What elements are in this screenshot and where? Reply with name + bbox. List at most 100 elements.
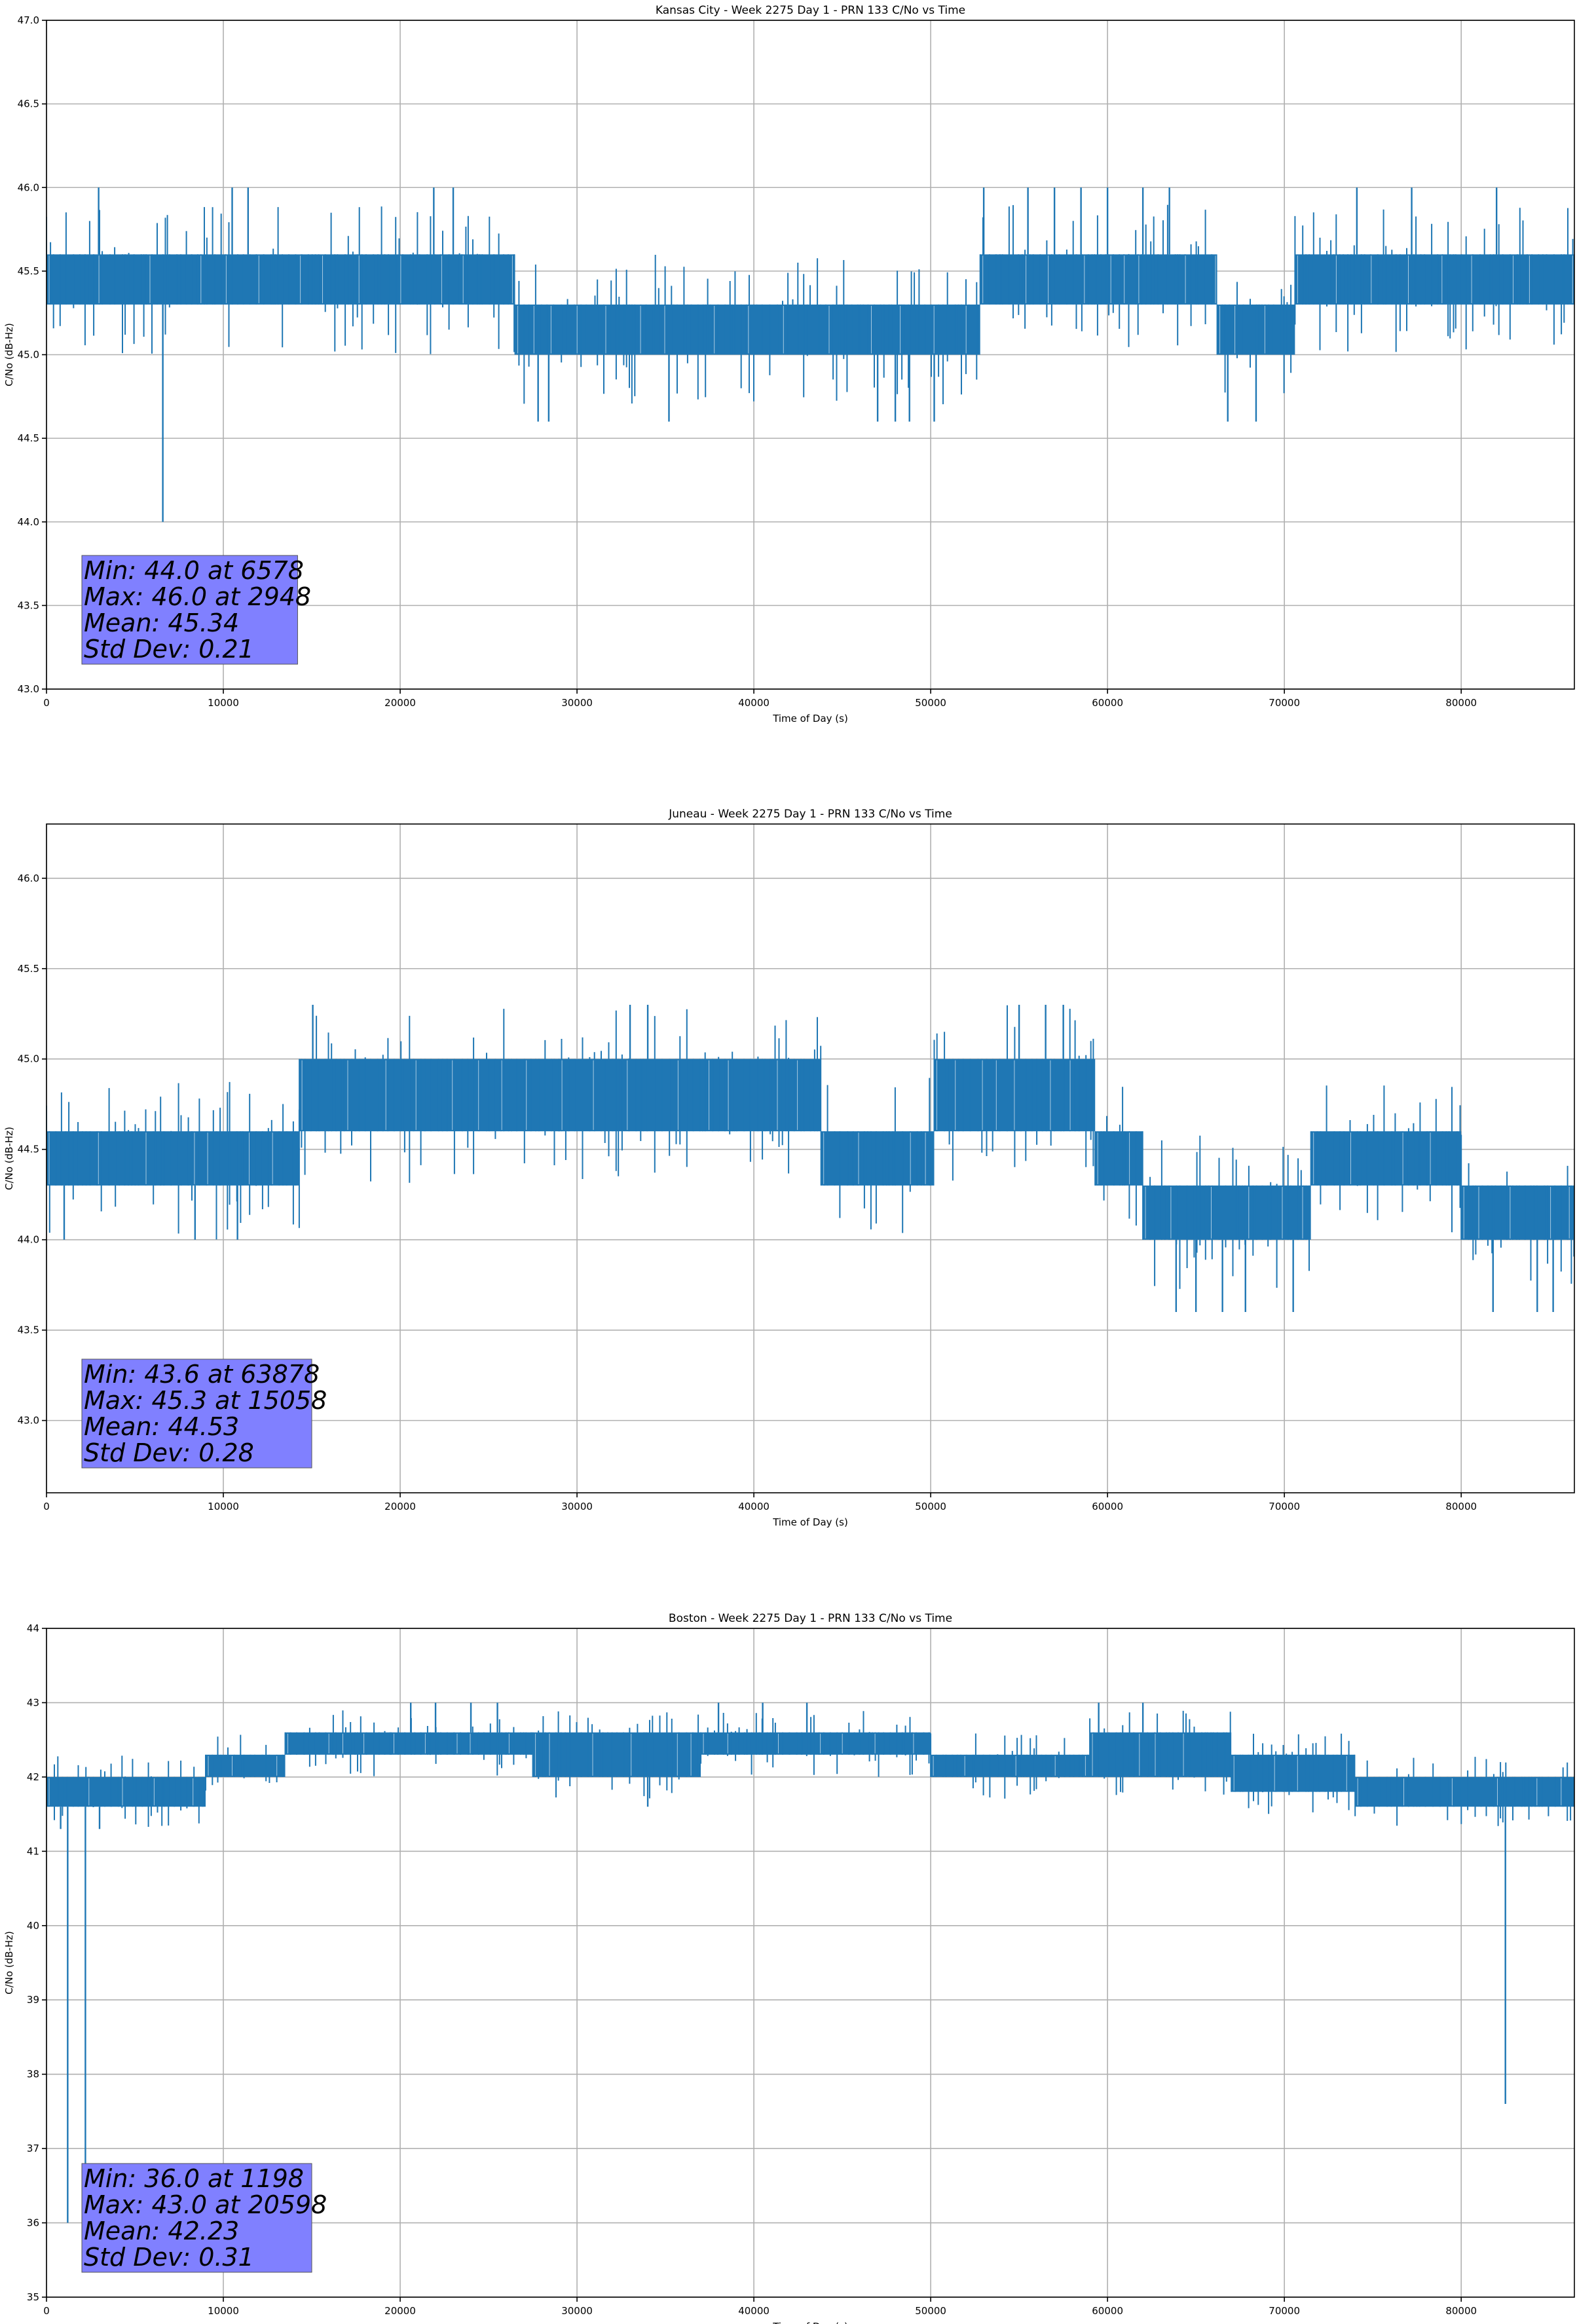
band-segment [46, 1776, 206, 1807]
y-tick-label: 43.5 [18, 599, 39, 611]
series-line [46, 1702, 1574, 2223]
x-tick-label: 60000 [1092, 1501, 1123, 1512]
band-gaps [301, 1060, 527, 1131]
y-tick-label: 46.5 [18, 98, 39, 110]
band-segment [1143, 1185, 1311, 1240]
band-gaps [1219, 305, 1265, 354]
x-tick-label: 60000 [1092, 697, 1123, 709]
noise-strokes [1354, 1757, 1574, 1826]
x-tick-label: 70000 [1269, 697, 1300, 709]
band-gaps [703, 1733, 914, 1753]
band-segment [1461, 1185, 1574, 1240]
noise-strokes [979, 204, 1213, 347]
noise-strokes [390, 1718, 532, 1776]
y-tick-label: 36 [27, 2217, 39, 2229]
chart-panel-3: 0 10000 20000 30000 40000 50000 60000 70000 8000… [3, 1612, 1575, 2324]
noise-strokes [532, 1711, 699, 1799]
x-tick-label: 40000 [738, 697, 770, 709]
y-tick-label: 43.0 [18, 1415, 39, 1427]
x-tick-label: 20000 [384, 2305, 416, 2317]
stats-line: Std Dev: 0.28 [84, 1438, 254, 1467]
chart-title: Boston - Week 2275 Day 1 - PRN 133 C/No … [669, 1612, 952, 1625]
y-tick-label: 46.0 [18, 181, 39, 193]
y-tick-label: 47.0 [18, 14, 39, 26]
stats-line: Min: 36.0 at 1198 [84, 2164, 304, 2193]
noise-strokes [1216, 282, 1292, 394]
band-gaps [48, 1133, 273, 1184]
band-gaps [982, 255, 1216, 303]
x-tick-label: 80000 [1445, 1501, 1477, 1512]
y-tick-label: 44.5 [18, 432, 39, 444]
chart-title: Juneau - Week 2275 Day 1 - PRN 133 C/No … [668, 808, 952, 821]
stats-line: Max: 46.0 at 2948 [84, 582, 311, 611]
y-tick-label: 43 [27, 1696, 39, 1708]
band-gaps [48, 255, 513, 303]
x-tick-label: 10000 [208, 697, 239, 709]
noise-strokes [933, 1005, 1094, 1181]
band-segment [46, 254, 515, 305]
band-gaps [1233, 1755, 1347, 1791]
chart-panel-2: 0 10000 20000 30000 40000 50000 60000 70000 8000… [3, 808, 1575, 1528]
band-segment [515, 304, 980, 355]
chart-title: Kansas City - Week 2275 Day 1 - PRN 133 … [656, 4, 965, 17]
x-tick-label: 0 [43, 697, 50, 709]
x-tick-label: 40000 [738, 2305, 770, 2317]
y-tick-label: 39 [27, 1994, 39, 2006]
y-tick-label: 43.5 [18, 1324, 39, 1336]
stats-box-background [81, 1359, 312, 1469]
x-tick-label: 80000 [1445, 2305, 1477, 2317]
stats-line: Mean: 45.34 [84, 609, 239, 637]
x-tick-label: 50000 [915, 1501, 946, 1512]
band-segment [931, 1754, 1090, 1777]
stats-line: Mean: 44.53 [84, 1412, 239, 1441]
noise-strokes [46, 206, 515, 354]
noise-strokes [1089, 1710, 1231, 1795]
noise-strokes [514, 255, 978, 405]
x-tick-label: 70000 [1269, 2305, 1300, 2317]
series-line [46, 1004, 1574, 1313]
y-axis-label: C/No (dB-Hz) [3, 1127, 15, 1190]
band-segment [391, 1732, 533, 1755]
band-gaps [561, 1060, 798, 1131]
x-axis-label: Time of Day (s) [772, 713, 848, 724]
noise-strokes [1142, 1135, 1310, 1289]
stats-line: Min: 44.0 at 6578 [84, 556, 304, 585]
band-segment [1095, 1131, 1143, 1186]
band-segment [206, 1754, 286, 1777]
stats-line: Min: 43.6 at 63878 [84, 1360, 320, 1389]
noise-strokes [559, 1009, 822, 1179]
x-tick-label: 30000 [561, 697, 593, 709]
band-gaps [48, 1778, 194, 1806]
y-tick-label: 45.0 [18, 1053, 39, 1065]
x-tick-label: 0 [43, 1501, 50, 1512]
noise-strokes [1231, 1733, 1356, 1814]
band-gaps [208, 1755, 278, 1776]
stats-line: Max: 45.3 at 15058 [84, 1386, 327, 1415]
noise-strokes [299, 1009, 560, 1183]
band-gaps [1357, 1778, 1562, 1806]
y-tick-label: 44 [27, 1622, 39, 1634]
y-tick-label: 38 [27, 2069, 39, 2080]
band-segment [285, 1732, 392, 1755]
x-tick-label: 30000 [561, 2305, 593, 2317]
band-gaps [394, 1733, 510, 1753]
axes-frame [46, 823, 1575, 1493]
y-axis-label: C/No (dB-Hz) [3, 1931, 15, 1995]
band-gaps [1313, 1133, 1431, 1184]
stats-box-background [81, 2163, 312, 2273]
y-tick-label: 45.5 [18, 963, 39, 975]
band-gaps [288, 1733, 365, 1753]
noise-strokes [820, 1078, 931, 1233]
y-tick-label: 42 [27, 1771, 39, 1783]
stats-line: Mean: 42.23 [84, 2217, 239, 2245]
band-gaps [517, 305, 967, 354]
y-axis-label: C/No (dB-Hz) [3, 323, 15, 386]
noise-strokes [930, 1733, 1089, 1799]
stats-box-background [81, 555, 298, 665]
band-gaps [823, 1133, 926, 1184]
x-tick-label: 30000 [561, 1501, 593, 1512]
band-segment [1310, 1131, 1462, 1186]
y-tick-label: 40 [27, 1920, 39, 1932]
noise-strokes [46, 1081, 300, 1240]
